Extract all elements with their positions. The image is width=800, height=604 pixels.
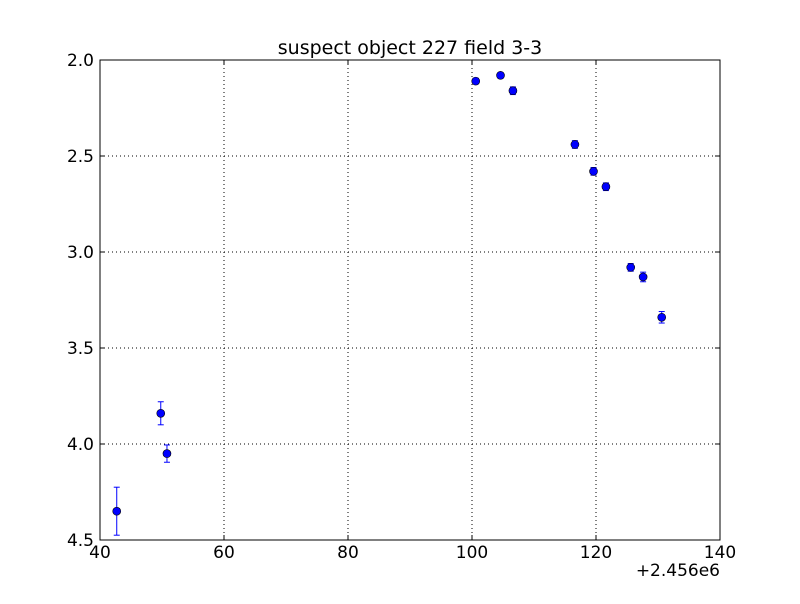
- y-tick-label: 2.0: [67, 51, 94, 71]
- grid-layer: [100, 60, 720, 540]
- y-tick-label: 3.5: [67, 339, 94, 359]
- chart-title: suspect object 227 field 3-3: [278, 37, 543, 59]
- data-point: [496, 71, 505, 80]
- x-tick-label: 100: [456, 543, 488, 563]
- data-point: [471, 76, 481, 86]
- plot-frame: [99, 59, 721, 541]
- data-point: [508, 86, 518, 96]
- data-point: [638, 272, 648, 282]
- data-point: [589, 167, 598, 176]
- data-point: [601, 182, 611, 192]
- data-point: [657, 312, 667, 322]
- data-point: [162, 449, 172, 458]
- x-tick-label: 40: [89, 543, 111, 563]
- data-point: [626, 263, 636, 272]
- data-point: [156, 408, 166, 418]
- x-tick-label: 80: [337, 543, 359, 563]
- x-tick-label: 60: [213, 543, 235, 563]
- data-point: [112, 506, 122, 516]
- y-tick-label: 4.0: [67, 435, 94, 455]
- x-tick-label: 140: [704, 543, 736, 563]
- y-tick-label: 3.0: [67, 243, 94, 263]
- data-point: [570, 140, 580, 149]
- x-offset-label: +2.456e6: [636, 561, 720, 581]
- x-tick-label: 120: [580, 543, 612, 563]
- y-tick-label: 2.5: [67, 147, 94, 167]
- data-layer: [112, 71, 667, 536]
- y-tick-label: 4.5: [67, 531, 94, 551]
- tick-layer: 40 60 80 100 120 140 2.0 2.5 3.0 3.5 4.0 4.5: [67, 51, 736, 563]
